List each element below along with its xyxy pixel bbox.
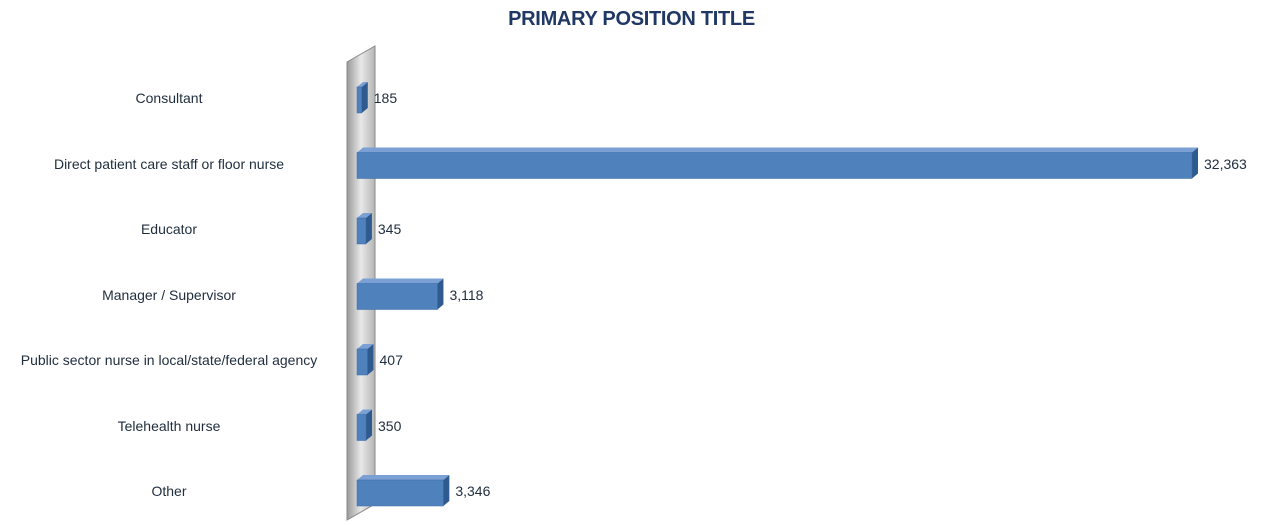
bar <box>356 344 374 376</box>
bar <box>356 213 372 245</box>
bar <box>356 82 368 114</box>
y-tick-label: Direct patient care staff or floor nurse <box>53 155 285 172</box>
bar-face <box>365 213 372 244</box>
bar-face <box>367 344 374 375</box>
data-label: 185 <box>373 90 398 106</box>
chart-title: PRIMARY POSITION TITLE <box>508 8 755 30</box>
data-label: 32,363 <box>1204 155 1247 172</box>
y-tick-label: Telehealth nurse <box>117 417 221 434</box>
bar <box>356 147 1198 179</box>
bar-face <box>357 82 368 87</box>
bar <box>356 409 373 441</box>
bar-face <box>356 479 444 507</box>
bar-face <box>356 217 367 245</box>
data-label: 407 <box>379 352 403 368</box>
y-tick-label: Educator <box>140 221 198 237</box>
y-tick-label: Other <box>151 483 187 499</box>
bar-face <box>443 475 450 506</box>
bar-face <box>357 147 1198 153</box>
bar-face <box>1192 147 1198 179</box>
bar-face <box>357 409 373 415</box>
bar-face <box>356 414 367 441</box>
bar-face <box>366 409 373 441</box>
bar-face <box>356 348 368 376</box>
bar <box>356 475 450 507</box>
y-tick-label: Public sector nurse in local/state/feder… <box>20 352 318 368</box>
bar <box>356 278 444 310</box>
bar-face <box>357 278 444 284</box>
data-label: 3,346 <box>455 483 491 499</box>
bar-face <box>361 82 368 113</box>
bar-face <box>356 152 1193 179</box>
data-label: 350 <box>378 417 402 434</box>
bar-face <box>437 278 444 310</box>
data-label: 3,118 <box>449 286 484 303</box>
bar-face <box>357 344 374 349</box>
bar-face <box>356 283 438 310</box>
bar-face <box>357 213 372 218</box>
bar-face <box>356 86 363 114</box>
bar-face <box>357 475 450 480</box>
data-label: 345 <box>377 221 402 237</box>
y-tick-label: Manager / Supervisor <box>102 286 236 303</box>
y-tick-label: Consultant <box>135 90 203 106</box>
